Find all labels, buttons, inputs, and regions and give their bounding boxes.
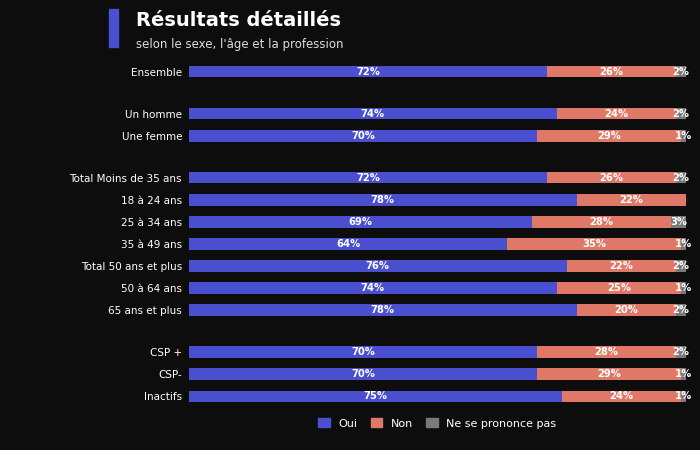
Text: 64%: 64% bbox=[336, 239, 360, 249]
Text: 78%: 78% bbox=[371, 195, 395, 205]
Text: selon le sexe, l'âge et la profession: selon le sexe, l'âge et la profession bbox=[136, 38, 344, 51]
Bar bbox=[577, 194, 686, 206]
Bar bbox=[547, 66, 676, 77]
Legend: Oui, Non, Ne se prononce pas: Oui, Non, Ne se prononce pas bbox=[318, 418, 556, 428]
Bar bbox=[189, 216, 532, 228]
Bar bbox=[681, 238, 686, 250]
Bar bbox=[676, 108, 686, 119]
Text: 1%: 1% bbox=[675, 239, 692, 249]
Text: 20%: 20% bbox=[615, 305, 638, 315]
Bar bbox=[577, 304, 676, 316]
Text: 3%: 3% bbox=[670, 217, 687, 227]
Bar bbox=[189, 194, 577, 206]
Text: 26%: 26% bbox=[599, 173, 624, 183]
Text: 24%: 24% bbox=[604, 109, 629, 119]
Text: Résultats détaillés: Résultats détaillés bbox=[136, 11, 342, 30]
Text: 72%: 72% bbox=[356, 173, 380, 183]
Text: 26%: 26% bbox=[599, 67, 624, 77]
Text: 22%: 22% bbox=[620, 195, 643, 205]
Bar bbox=[189, 172, 547, 184]
Text: 1%: 1% bbox=[675, 391, 692, 401]
Bar bbox=[676, 304, 686, 316]
Bar bbox=[681, 391, 686, 402]
Text: 78%: 78% bbox=[371, 305, 395, 315]
Text: 25%: 25% bbox=[607, 283, 631, 293]
Text: 35%: 35% bbox=[582, 239, 606, 249]
Text: 72%: 72% bbox=[356, 67, 380, 77]
Bar bbox=[676, 172, 686, 184]
Bar bbox=[671, 216, 686, 228]
Bar bbox=[189, 346, 537, 358]
Text: 76%: 76% bbox=[366, 261, 390, 271]
Bar bbox=[681, 130, 686, 141]
Bar bbox=[676, 260, 686, 272]
Text: 75%: 75% bbox=[363, 391, 387, 401]
Bar bbox=[532, 216, 671, 228]
Bar bbox=[189, 260, 567, 272]
Bar bbox=[537, 130, 681, 141]
Bar bbox=[547, 172, 676, 184]
Text: 29%: 29% bbox=[597, 369, 621, 379]
Bar bbox=[567, 260, 676, 272]
Text: 69%: 69% bbox=[349, 217, 372, 227]
Bar bbox=[537, 346, 676, 358]
Text: 2%: 2% bbox=[673, 347, 690, 357]
Text: 22%: 22% bbox=[610, 261, 634, 271]
Bar bbox=[681, 282, 686, 294]
Text: 70%: 70% bbox=[351, 347, 375, 357]
Text: 28%: 28% bbox=[594, 347, 619, 357]
Bar bbox=[676, 346, 686, 358]
Text: 74%: 74% bbox=[360, 283, 385, 293]
Bar bbox=[556, 108, 676, 119]
Bar bbox=[556, 282, 681, 294]
Text: 1%: 1% bbox=[675, 131, 692, 141]
Bar bbox=[189, 66, 547, 77]
Text: 70%: 70% bbox=[351, 369, 375, 379]
Bar bbox=[507, 238, 681, 250]
Bar bbox=[537, 369, 681, 380]
Text: 29%: 29% bbox=[597, 131, 621, 141]
Text: 2%: 2% bbox=[673, 173, 690, 183]
Text: 2%: 2% bbox=[673, 109, 690, 119]
Text: 2%: 2% bbox=[673, 67, 690, 77]
Text: 1%: 1% bbox=[675, 283, 692, 293]
Bar bbox=[676, 66, 686, 77]
Bar bbox=[189, 369, 537, 380]
Bar bbox=[189, 304, 577, 316]
Text: 70%: 70% bbox=[351, 131, 375, 141]
Text: 2%: 2% bbox=[673, 261, 690, 271]
Text: 74%: 74% bbox=[360, 109, 385, 119]
Bar bbox=[681, 369, 686, 380]
Bar bbox=[189, 238, 507, 250]
Text: 1%: 1% bbox=[675, 369, 692, 379]
Bar bbox=[189, 130, 537, 141]
Bar bbox=[189, 282, 556, 294]
Text: 2%: 2% bbox=[673, 305, 690, 315]
Text: 24%: 24% bbox=[609, 391, 634, 401]
Text: 28%: 28% bbox=[589, 217, 613, 227]
Bar bbox=[561, 391, 681, 402]
Bar bbox=[189, 108, 556, 119]
Bar bbox=[189, 391, 561, 402]
